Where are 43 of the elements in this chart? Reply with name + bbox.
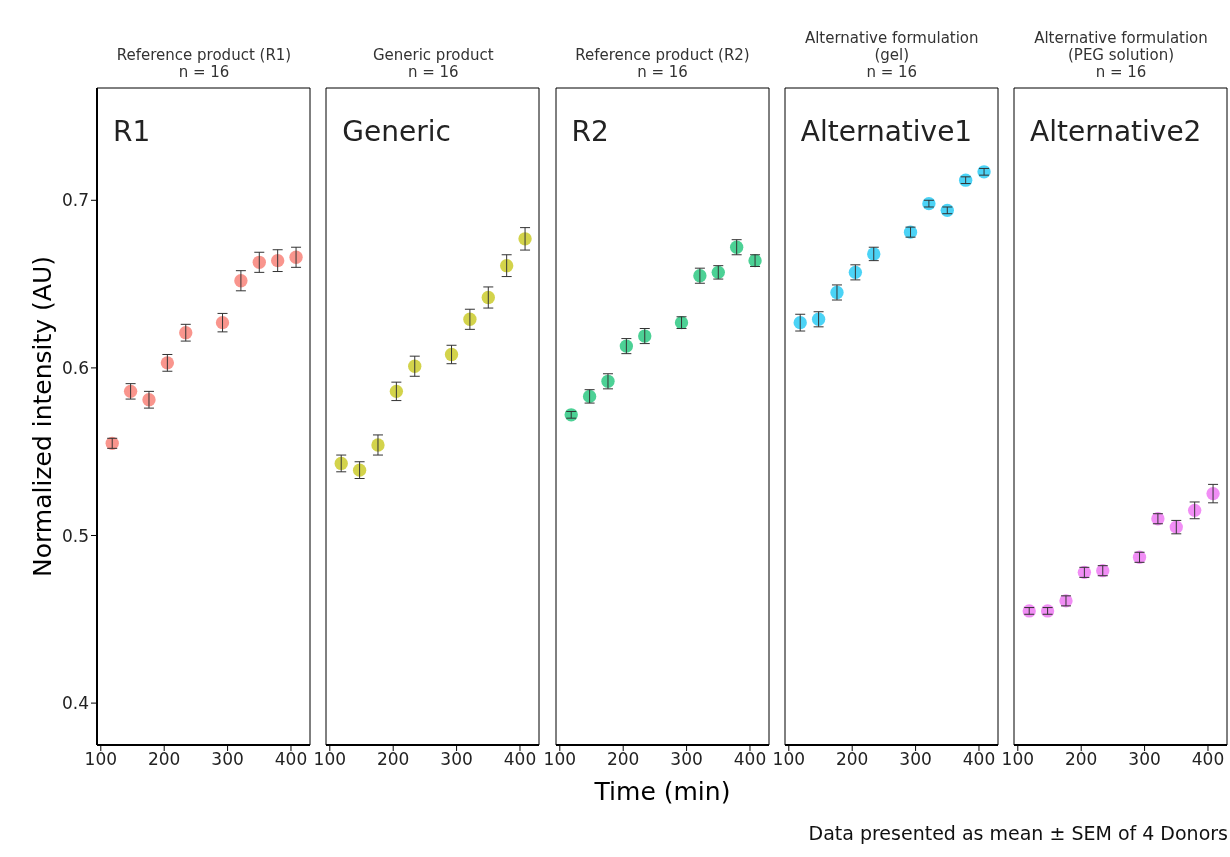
y-tick-label: 0.5	[61, 525, 89, 546]
chart-subtitle: n = 16	[178, 63, 230, 81]
chart-title: Reference product (R1)	[116, 46, 292, 64]
x-tick-label: 400	[733, 749, 766, 770]
x-tick-label: 200	[606, 749, 639, 770]
annotation: Alternative1	[800, 115, 973, 148]
x-tick-label: 400	[504, 749, 537, 770]
x-tick-label: 200	[377, 749, 410, 770]
x-tick-label: 100	[1001, 749, 1035, 770]
x-tick-label: 200	[147, 749, 181, 770]
y-tick-label: 0.4	[61, 693, 89, 714]
y-tick-label: 0.6	[61, 357, 89, 378]
y-axis-title: Normalized intensity (AU)	[27, 256, 57, 577]
text: Data presented as mean ± SEM of 4 Donors	[808, 822, 1228, 844]
x-tick-label: 100	[313, 749, 347, 770]
x-tick-label: 100	[84, 749, 118, 770]
x-tick-label: 100	[543, 749, 576, 770]
annotation: R2	[571, 115, 609, 148]
x-tick-label: 100	[772, 749, 805, 770]
y-tick-label: 0.7	[61, 190, 89, 211]
chart-subtitle: n = 16	[637, 63, 688, 81]
x-tick-label: 300	[1128, 749, 1161, 770]
chart-title: Generic product	[372, 46, 494, 64]
x-axis-title: Time (min)	[593, 777, 732, 806]
chart-title: Alternative formulation (PEG solution)	[1033, 29, 1209, 64]
x-tick-label: 400	[1191, 749, 1225, 770]
x-tick-label: 400	[274, 749, 308, 770]
chart-title: Reference product (R2)	[575, 46, 750, 64]
annotation: Alternative2	[1030, 115, 1202, 148]
chart-subtitle: n = 16	[866, 63, 918, 81]
chart-subtitle: n = 16	[1095, 63, 1147, 81]
chart-title: Alternative formulation (gel)	[803, 29, 980, 64]
x-tick-label: 300	[899, 749, 932, 770]
x-tick-label: 200	[1064, 749, 1098, 770]
annotation: Generic	[342, 115, 451, 148]
x-tick-label: 300	[211, 749, 244, 770]
x-tick-label: 400	[962, 749, 995, 770]
chart-subtitle: n = 16	[407, 63, 459, 81]
x-tick-label: 300	[440, 749, 474, 770]
annotation: R1	[113, 115, 151, 148]
x-tick-label: 200	[835, 749, 869, 770]
x-tick-label: 300	[669, 749, 703, 770]
point	[481, 290, 496, 305]
